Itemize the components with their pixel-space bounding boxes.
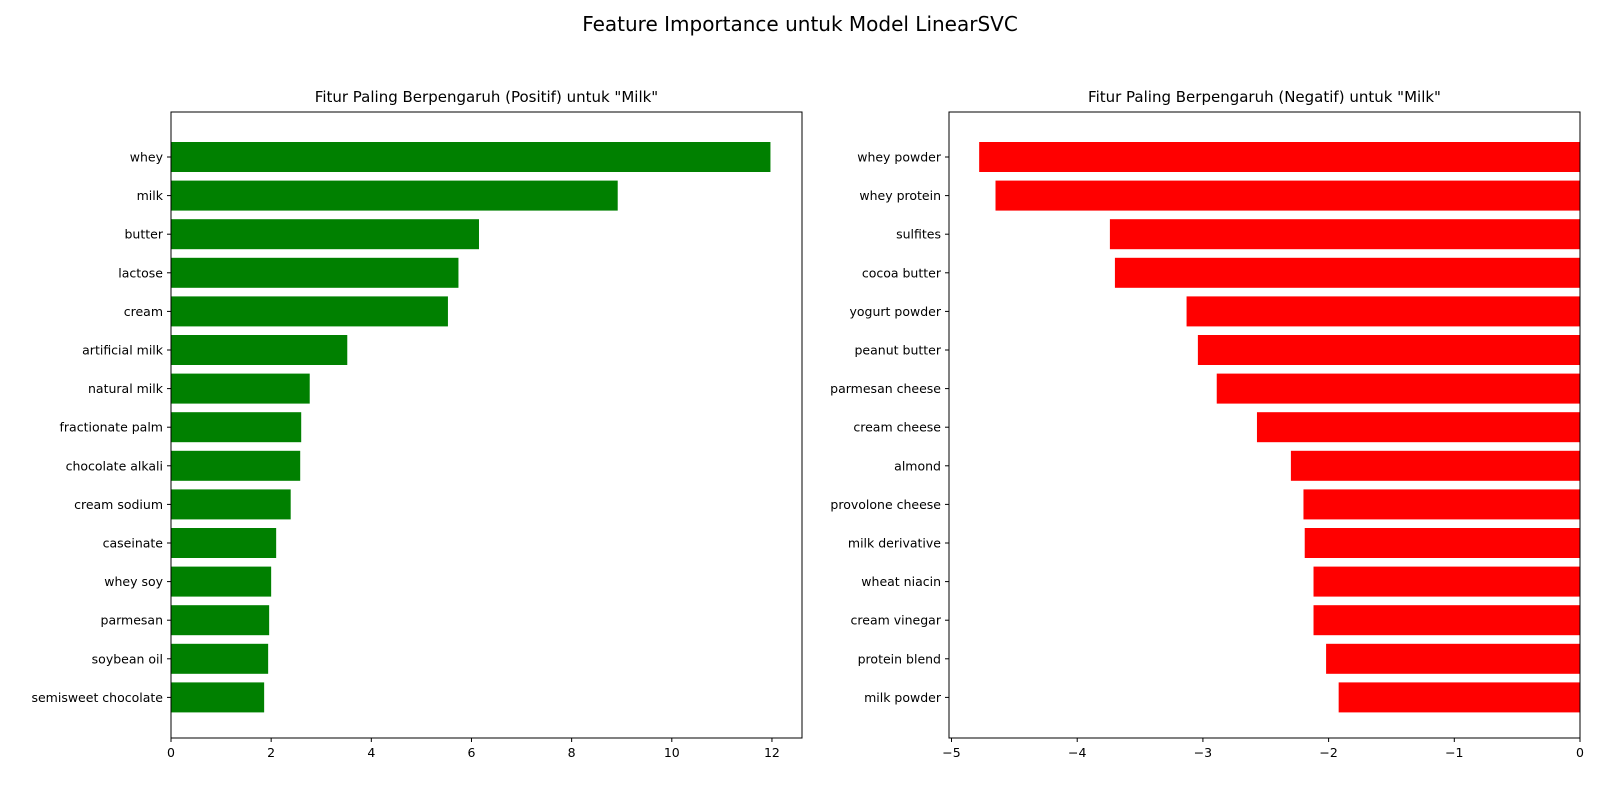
y-tick-label: cream <box>124 304 163 319</box>
bar-fractionate-palm <box>171 412 302 443</box>
bar-chocolate-alkali <box>171 450 301 481</box>
bar-cream-cheese <box>1256 412 1580 443</box>
y-tick-label: whey protein <box>859 188 941 203</box>
bar-whey <box>171 142 771 172</box>
y-tick-label: lactose <box>118 265 163 280</box>
bar-cream-sodium <box>171 489 291 520</box>
bar-cocoa-butter <box>1114 257 1580 288</box>
y-tick-label: peanut butter <box>855 343 942 358</box>
y-tick-label: yogurt powder <box>850 304 942 319</box>
chart-title: Fitur Paling Berpengaruh (Negatif) untuk… <box>1088 88 1441 106</box>
y-tick-label: cocoa butter <box>862 265 942 280</box>
y-tick-label: milk powder <box>864 690 942 705</box>
y-tick-label: milk <box>137 188 164 203</box>
bar-milk-powder <box>1338 682 1580 713</box>
x-tick-label: 10 <box>664 745 680 760</box>
y-tick-label: milk derivative <box>848 536 941 551</box>
y-tick-label: cream sodium <box>74 497 163 512</box>
y-tick-label: cream vinegar <box>851 613 942 628</box>
axes-frame <box>948 111 1581 739</box>
y-tick-label: whey powder <box>857 150 942 165</box>
axes-frame <box>170 111 803 739</box>
y-tick-label: sulfites <box>896 227 941 242</box>
x-tick-label: −2 <box>1319 745 1337 760</box>
x-tick-label: 12 <box>764 745 780 760</box>
bar-wheat-niacin <box>1313 566 1580 597</box>
y-tick-label: almond <box>894 458 941 473</box>
x-tick-label: 8 <box>568 745 576 760</box>
bar-protein-blend <box>1326 643 1580 674</box>
y-tick-label: parmesan cheese <box>830 381 941 396</box>
y-tick-label: butter <box>125 227 164 242</box>
bar-parmesan-cheese <box>1216 373 1580 404</box>
bar-artificial-milk <box>171 335 348 365</box>
y-tick-label: parmesan <box>101 613 163 628</box>
y-tick-label: protein blend <box>858 651 941 666</box>
y-tick-label: whey <box>130 150 164 165</box>
y-tick-label: artificial milk <box>82 343 164 358</box>
bar-soybean-oil <box>171 643 269 674</box>
y-tick-label: soybean oil <box>92 651 163 666</box>
bar-lactose <box>171 257 459 288</box>
bar-whey-protein <box>995 180 1580 211</box>
x-tick-label: −3 <box>1194 745 1212 760</box>
x-tick-label: −5 <box>942 745 960 760</box>
bar-parmesan <box>171 605 270 636</box>
bar-sulfites <box>1109 219 1580 250</box>
x-tick-label: −1 <box>1445 745 1463 760</box>
y-tick-label: caseinate <box>103 536 164 551</box>
bar-whey-soy <box>171 566 272 597</box>
bar-whey-powder <box>979 142 1580 172</box>
bar-peanut-butter <box>1197 335 1580 365</box>
bar-cream-vinegar <box>1313 605 1580 636</box>
y-tick-label: whey soy <box>104 574 163 589</box>
x-tick-label: 0 <box>1576 745 1584 760</box>
y-tick-label: chocolate alkali <box>66 458 163 473</box>
bar-milk <box>171 180 618 211</box>
x-tick-label: 6 <box>467 745 475 760</box>
bar-milk-derivative <box>1304 528 1580 558</box>
y-tick-label: provolone cheese <box>830 497 941 512</box>
y-tick-label: semisweet chocolate <box>31 690 163 705</box>
x-tick-label: −4 <box>1068 745 1086 760</box>
bar-semisweet-chocolate <box>171 682 265 713</box>
y-tick-label: wheat niacin <box>861 574 941 589</box>
y-tick-label: fractionate palm <box>60 420 164 435</box>
x-tick-label: 0 <box>167 745 175 760</box>
bar-almond <box>1290 450 1580 481</box>
bar-caseinate <box>171 528 277 558</box>
figure-title: Feature Importance untuk Model LinearSVC <box>582 12 1018 36</box>
y-tick-label: natural milk <box>88 381 164 396</box>
negative-features-chart: Fitur Paling Berpengaruh (Negatif) untuk… <box>830 88 1584 760</box>
x-tick-label: 2 <box>267 745 275 760</box>
bar-butter <box>171 219 479 250</box>
bar-provolone-cheese <box>1303 489 1580 520</box>
bar-natural-milk <box>171 373 310 404</box>
y-tick-label: cream cheese <box>853 420 941 435</box>
chart-title: Fitur Paling Berpengaruh (Positif) untuk… <box>315 88 658 106</box>
x-tick-label: 4 <box>367 745 375 760</box>
positive-features-chart: Fitur Paling Berpengaruh (Positif) untuk… <box>31 88 803 760</box>
bar-cream <box>171 296 448 327</box>
bar-yogurt-powder <box>1186 296 1580 327</box>
